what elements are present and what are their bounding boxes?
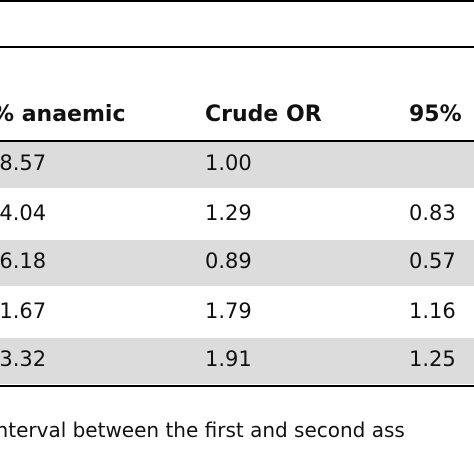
cell-ci: 1.25	[409, 347, 456, 371]
cell-anaemic: 43.32	[0, 347, 47, 371]
table-footnote: interval between the first and second as…	[0, 418, 405, 442]
table-row: 28.57 1.00	[0, 142, 474, 188]
cell-crude-or: 1.00	[205, 151, 252, 175]
header-crude-or: Crude OR	[205, 102, 322, 127]
cell-anaemic: 41.67	[0, 299, 47, 323]
cell-crude-or: 1.79	[205, 299, 252, 323]
cell-crude-or: 0.89	[205, 249, 252, 273]
header-anaemic: % anaemic	[0, 102, 126, 127]
table-row: 41.67 1.79 1.16	[0, 290, 474, 336]
cell-anaemic: 26.18	[0, 249, 47, 273]
cell-ci: 1.16	[409, 299, 456, 323]
header-ci: 95%	[409, 102, 462, 127]
table-row: 26.18 0.89 0.57	[0, 240, 474, 286]
section-rule	[0, 46, 474, 48]
cell-crude-or: 1.29	[205, 201, 252, 225]
cell-anaemic: 34.04	[0, 201, 47, 225]
top-rule	[0, 0, 474, 2]
header-rule	[0, 140, 474, 142]
table-row: 43.32 1.91 1.25	[0, 338, 474, 384]
cell-anaemic: 28.57	[0, 151, 47, 175]
cell-ci: 0.57	[409, 249, 456, 273]
cell-crude-or: 1.91	[205, 347, 252, 371]
bottom-rule	[0, 385, 474, 387]
table-row: 34.04 1.29 0.83	[0, 192, 474, 238]
cell-ci: 0.83	[409, 201, 456, 225]
